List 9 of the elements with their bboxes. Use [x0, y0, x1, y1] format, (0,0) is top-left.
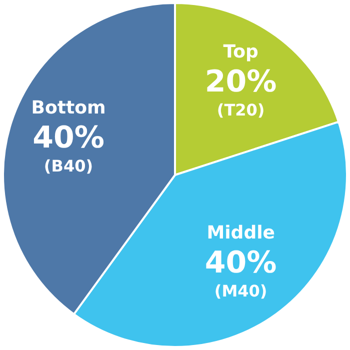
data-label: 40%: [32, 120, 104, 156]
text: (B40): [44, 156, 94, 176]
text: (T20): [216, 100, 265, 120]
text: (M40): [214, 282, 268, 301]
slice-label: Middle: [206, 222, 275, 244]
slice-label: Bottom: [31, 97, 106, 118]
data-label: 20%: [204, 64, 277, 100]
data-label: 40%: [204, 246, 277, 281]
slice-label: Top: [223, 41, 259, 62]
